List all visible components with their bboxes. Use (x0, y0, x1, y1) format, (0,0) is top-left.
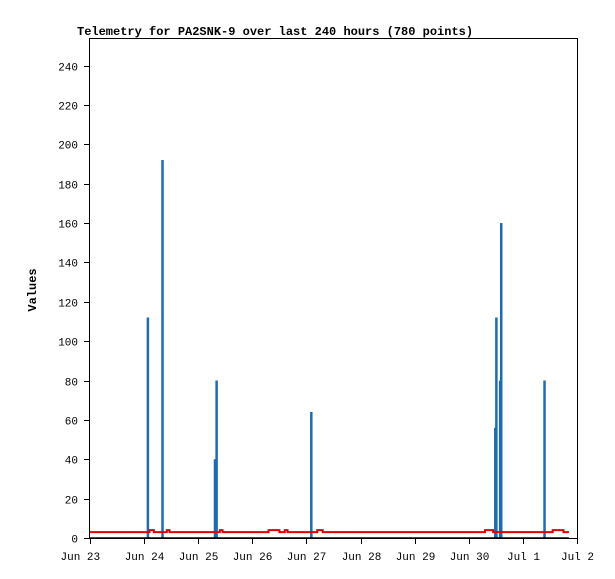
series-layer (90, 160, 569, 539)
x-tick-label: Jun 29 (396, 552, 436, 564)
y-tick-label: 140 (58, 259, 78, 271)
x-tick-label: Jul 1 (507, 552, 540, 564)
y-tick-label: 20 (65, 496, 78, 508)
x-tick-label: Jun 24 (125, 552, 165, 564)
spike-bar (213, 459, 217, 538)
y-axis-label: Values (26, 268, 40, 311)
spike-bar (161, 160, 164, 538)
spike-bar (499, 223, 503, 538)
spike-bar (146, 317, 150, 538)
spike-bar (215, 380, 218, 538)
y-tick-label: 80 (65, 378, 78, 390)
y-tick-label: 180 (58, 181, 78, 193)
y-axis: 0 20 40 60 80 100 120 140 160 180 200 220 240 (58, 63, 89, 547)
y-tick-label: 40 (65, 456, 78, 468)
x-tick-label: Jul 2 (561, 552, 594, 564)
x-tick-label: Jun 30 (450, 552, 490, 564)
spike-bar (310, 412, 313, 538)
y-tick-label: 120 (58, 299, 78, 311)
chart-title: Telemetry for PA2SNK-9 over last 240 hou… (77, 25, 473, 39)
red-series-line (90, 529, 569, 534)
y-tick-label: 220 (58, 102, 78, 114)
y-tick-label: 60 (65, 417, 78, 429)
y-tick-label: 160 (58, 220, 78, 232)
spike-bar (543, 380, 546, 538)
x-tick-label: Jun 27 (287, 552, 327, 564)
spike-bar (495, 317, 498, 538)
x-tick-label: Jun 26 (233, 552, 273, 564)
x-tick-label: Jun 28 (342, 552, 382, 564)
y-tick-label: 240 (58, 63, 78, 75)
y-tick-label: 100 (58, 338, 78, 350)
y-tick-label: 0 (71, 535, 78, 547)
x-tick-label: Jun 25 (179, 552, 219, 564)
x-tick-label: Jun 23 (61, 552, 101, 564)
x-axis: Jun 23 Jun 24 Jun 25 Jun 26 Jun 27 Jun 28 Jun … (61, 539, 594, 564)
y-tick-label: 200 (58, 141, 78, 153)
